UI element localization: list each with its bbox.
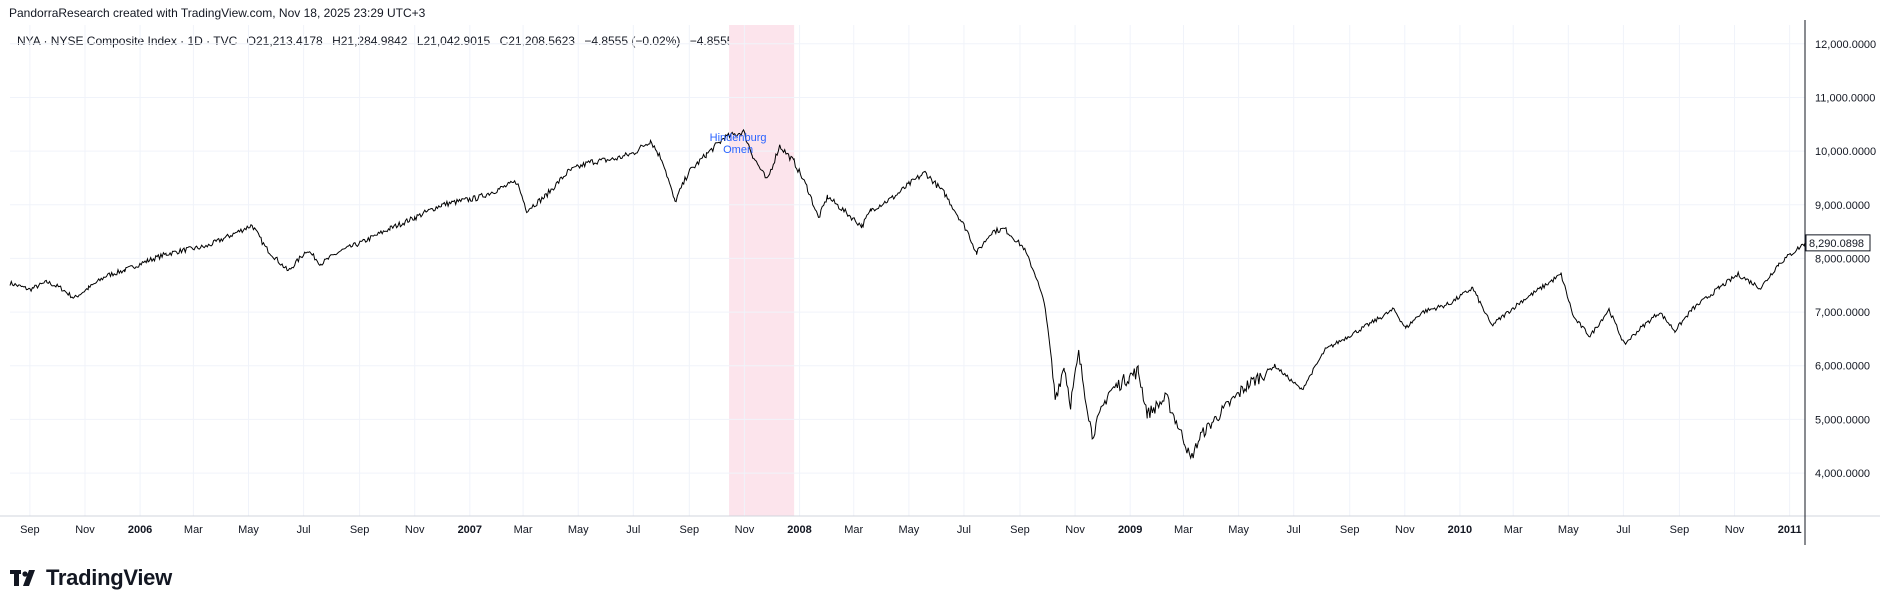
x-tick-label: Jul <box>1616 524 1630 536</box>
x-tick-label: Nov <box>1395 524 1415 536</box>
x-tick-label: Sep <box>20 524 40 536</box>
x-tick-label: 2006 <box>128 524 152 536</box>
x-tick-label: Nov <box>1065 524 1085 536</box>
highlight-band <box>729 25 795 516</box>
chart-attribution: PandorraResearch created with TradingVie… <box>9 6 426 20</box>
x-tick-label: May <box>1558 524 1579 536</box>
high-value: H21,284.9842 <box>332 34 408 48</box>
x-tick-label: 2010 <box>1448 524 1472 536</box>
y-tick-label: 11,000.0000 <box>1815 92 1875 104</box>
x-tick-label: Sep <box>1010 524 1030 536</box>
tradingview-logo[interactable]: TradingView <box>10 565 172 591</box>
close-value: C21,208.5623 <box>499 34 575 48</box>
x-tick-label: 2007 <box>458 524 482 536</box>
y-tick-label: 10,000.0000 <box>1815 146 1876 158</box>
x-tick-label: 2008 <box>787 524 811 536</box>
last-price-label: 8,290.0898 <box>1809 238 1864 250</box>
x-tick-label: Nov <box>1725 524 1745 536</box>
annotation-label: Hindenburg <box>710 132 767 144</box>
x-tick-label: Mar <box>1504 524 1523 536</box>
x-tick-label: Jul <box>297 524 311 536</box>
x-tick-label: Jul <box>1287 524 1301 536</box>
tradingview-logo-text: TradingView <box>46 565 172 590</box>
y-tick-label: 7,000.0000 <box>1815 307 1870 319</box>
x-tick-label: Nov <box>405 524 425 536</box>
low-value: L21,042.9015 <box>416 34 491 48</box>
x-tick-label: 2009 <box>1118 524 1142 536</box>
x-tick-label: May <box>568 524 589 536</box>
x-tick-label: Sep <box>350 524 370 536</box>
x-tick-label: May <box>1228 524 1249 536</box>
price-line <box>9 128 1806 460</box>
y-tick-label: 8,000.0000 <box>1815 253 1870 265</box>
x-tick-label: Mar <box>184 524 203 536</box>
y-tick-label: 4,000.0000 <box>1815 468 1870 480</box>
change-value: −4.8555 (−0.02%) <box>584 34 681 48</box>
x-tick-label: May <box>898 524 919 536</box>
x-tick-label: Nov <box>75 524 95 536</box>
x-tick-label: Sep <box>1340 524 1360 536</box>
x-tick-label: Jul <box>626 524 640 536</box>
annotation-label: Omen <box>723 144 753 156</box>
x-tick-label: Mar <box>1174 524 1193 536</box>
x-tick-label: May <box>238 524 259 536</box>
symbol-label[interactable]: NYA · NYSE Composite Index · 1D · TVC <box>17 34 238 48</box>
tradingview-logo-icon <box>10 570 35 586</box>
price-chart[interactable]: 4,000.0000 5,000.0000 6,000.0000 7,000.0000… <box>0 0 1891 560</box>
x-tick-label: Sep <box>680 524 700 536</box>
x-tick-label: Nov <box>735 524 755 536</box>
y-tick-label: 12,000.0000 <box>1815 39 1876 51</box>
last-price-box <box>1805 234 1871 252</box>
x-tick-label: Mar <box>844 524 863 536</box>
x-tick-label: Mar <box>514 524 533 536</box>
y-tick-label: 6,000.0000 <box>1815 361 1870 373</box>
y-tick-label: 9,000.0000 <box>1815 200 1870 212</box>
x-tick-label: Jul <box>957 524 971 536</box>
y-tick-label: 5,000.0000 <box>1815 414 1870 426</box>
x-tick-label: 2011 <box>1778 524 1802 536</box>
x-tick-label: Sep <box>1670 524 1690 536</box>
